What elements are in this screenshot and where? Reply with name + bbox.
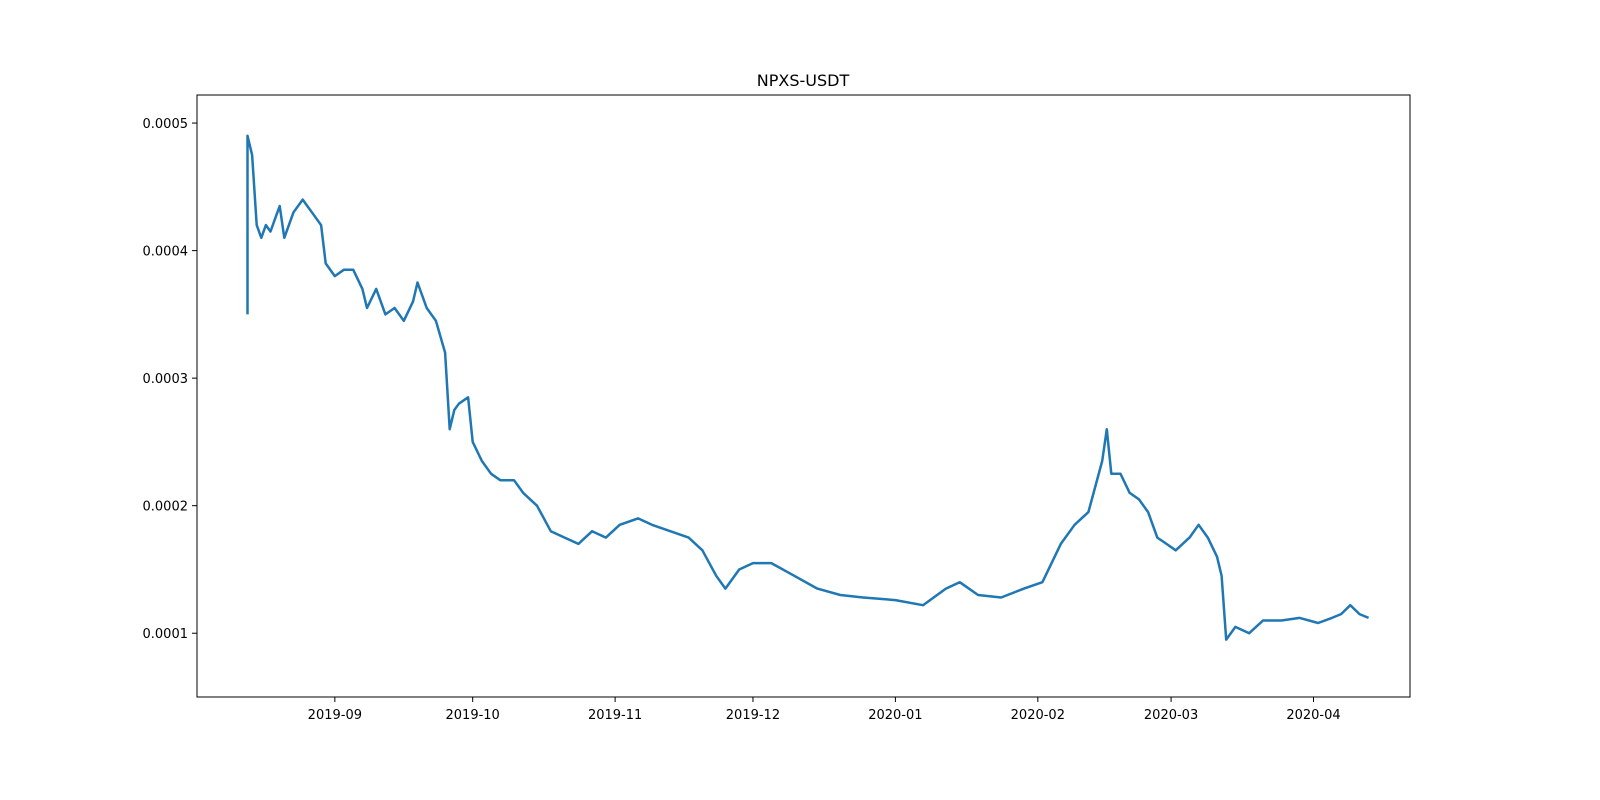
y-tick-label: 0.0002 — [143, 500, 189, 515]
x-tick-label: 2020-03 — [1144, 708, 1198, 723]
x-tick-label: 2020-01 — [868, 708, 922, 723]
series-line-npxs-usdt — [246, 134, 1370, 641]
x-tick-label: 2019-11 — [588, 708, 642, 723]
x-tick-label: 2019-10 — [446, 708, 500, 723]
chart-title: NPXS-USDT — [757, 71, 850, 90]
x-axis: 2019-09 2019-10 2019-11 2019-12 2020-01 2020-… — [308, 697, 1341, 723]
x-tick-label: 2020-02 — [1011, 708, 1065, 723]
y-tick-label: 0.0003 — [143, 372, 189, 387]
y-tick-label: 0.0004 — [143, 245, 189, 260]
y-tick-label: 0.0001 — [143, 627, 189, 642]
y-axis: 0.0001 0.0002 0.0003 0.0004 0.0005 — [143, 117, 197, 642]
y-tick-label: 0.0005 — [143, 117, 189, 132]
x-tick-label: 2019-12 — [726, 708, 780, 723]
x-tick-label: 2020-04 — [1286, 708, 1340, 723]
plot-area-frame — [196, 94, 1411, 698]
x-tick-label: 2019-09 — [308, 708, 362, 723]
